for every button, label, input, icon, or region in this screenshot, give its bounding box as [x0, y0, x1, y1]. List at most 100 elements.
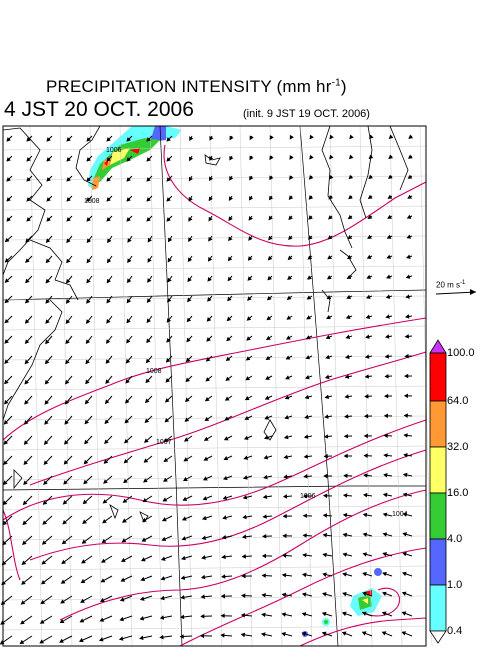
- wind-arrow-head: [139, 635, 144, 641]
- wind-arrow-head: [200, 594, 205, 599]
- wind-arrow-head: [107, 238, 112, 244]
- wind-arrow-head: [147, 278, 152, 283]
- wind-arrow-head: [269, 155, 274, 161]
- wind-arrow-head: [125, 358, 131, 364]
- wind-arrow-head: [166, 338, 171, 343]
- wind-arrow-head: [62, 520, 67, 525]
- wind-arrow-head: [163, 437, 169, 443]
- wind-arrow-head: [181, 516, 187, 521]
- wind-arrow-head: [44, 379, 50, 385]
- wind-arrow-head: [323, 453, 328, 459]
- wind-arrow-head: [303, 454, 309, 459]
- wind-arrow-head: [384, 334, 390, 339]
- wind-arrow-head: [102, 519, 107, 524]
- wind-arrow-head: [126, 338, 131, 344]
- wind-arrow-head: [22, 500, 28, 506]
- wind-arrow-head: [329, 154, 334, 160]
- wind-arrow-head: [145, 358, 151, 364]
- wind-arrow-head: [105, 379, 110, 385]
- wind-arrow-head: [24, 359, 30, 365]
- wind-arrow-head: [207, 297, 212, 302]
- wind-arrow-head: [200, 614, 205, 619]
- wind-arrow-head: [282, 494, 288, 499]
- wind-arrow-head: [66, 157, 71, 162]
- wind-arrow-head: [309, 134, 314, 140]
- wind-arrow-head: [283, 474, 288, 479]
- wind-arrow-head: [307, 275, 312, 280]
- wind-arrow-head: [401, 611, 407, 616]
- wind-arrow-head: [260, 632, 266, 637]
- wind-arrow-head: [325, 354, 330, 360]
- wind-arrow-head: [244, 396, 250, 401]
- init-time: (init. 9 JST 19 OCT. 2006): [243, 108, 370, 120]
- legend-swatch: [429, 352, 447, 402]
- wind-arrow-head: [188, 176, 193, 182]
- wind-arrow-head: [185, 377, 191, 383]
- wind-arrow-head: [207, 276, 212, 282]
- wind-arrow-head: [145, 378, 150, 384]
- wind-arrow-head: [182, 496, 188, 501]
- wind-arrow-head: [141, 517, 147, 522]
- wind-arrow-head: [78, 637, 84, 643]
- wind-arrow-head: [327, 255, 333, 260]
- wind-arrow-head: [363, 453, 368, 458]
- wind-arrow-head: [247, 256, 253, 261]
- lat-lon-grid: [2, 125, 427, 647]
- wind-arrow-head: [248, 195, 254, 201]
- wind-arrow-head: [106, 298, 111, 304]
- wind-arrow-head: [181, 536, 187, 541]
- wind-arrow-head: [166, 137, 171, 142]
- wind-arrow-head: [161, 536, 167, 541]
- wind-arrow-head: [382, 552, 388, 557]
- wind-arrow-head: [106, 278, 111, 284]
- wind-arrow-head: [365, 314, 371, 319]
- wind-arrow-head: [221, 574, 226, 579]
- wind-arrow-head: [159, 615, 165, 620]
- wind-arrow-head: [203, 456, 209, 461]
- wind-arrow-head: [86, 137, 91, 142]
- wind-arrow-head: [179, 614, 185, 620]
- wind-arrow-head: [388, 134, 394, 140]
- wind-arrow-head: [326, 275, 332, 280]
- wind-arrow-head: [24, 339, 30, 344]
- wind-arrow-head: [222, 495, 228, 500]
- wind-arrow-head: [25, 278, 30, 284]
- wind-arrow-head: [248, 236, 253, 241]
- wind-arrow-head: [66, 137, 71, 142]
- isobars: [2, 144, 427, 647]
- wind-arrow-head: [66, 177, 71, 182]
- wind-arrow-head: [2, 500, 8, 506]
- wind-arrow-head: [39, 639, 45, 644]
- wind-arrow-head: [126, 318, 131, 324]
- wind-arrow-head: [247, 296, 252, 301]
- wind-arrow-head: [26, 177, 31, 182]
- wind-arrow-head: [200, 574, 206, 580]
- wind-arrow-head: [83, 459, 89, 465]
- wind-arrow-head: [284, 415, 289, 420]
- wind-arrow-head: [43, 480, 48, 485]
- wind-arrow-head: [263, 474, 268, 480]
- wind-arrow-head: [166, 197, 171, 202]
- wind-arrow-head: [208, 236, 213, 242]
- wind-arrow-head: [46, 197, 51, 202]
- wind-arrow-head: [61, 539, 67, 545]
- wind-arrow-head: [229, 155, 234, 161]
- wind-arrow-head: [229, 135, 234, 141]
- wind-arrow-head: [167, 277, 172, 283]
- legend-swatch: [429, 400, 447, 448]
- wind-arrow-head: [142, 498, 148, 503]
- wind-arrow-head: [146, 217, 151, 222]
- wind-arrow-head: [324, 374, 330, 380]
- wind-arrow-head: [363, 413, 369, 419]
- wind-arrow-head: [46, 177, 51, 182]
- wind-arrow-head: [402, 532, 408, 537]
- wind-arrow-head: [403, 433, 408, 438]
- wind-arrow-head: [262, 534, 267, 539]
- wind-arrow-head: [303, 473, 308, 479]
- wind-arrow-head: [364, 374, 370, 379]
- wind-arrow-head: [281, 612, 286, 617]
- wind-arrow-head: [325, 334, 331, 340]
- wind-arrow-head: [140, 576, 146, 582]
- wind-arrow-head: [85, 319, 91, 324]
